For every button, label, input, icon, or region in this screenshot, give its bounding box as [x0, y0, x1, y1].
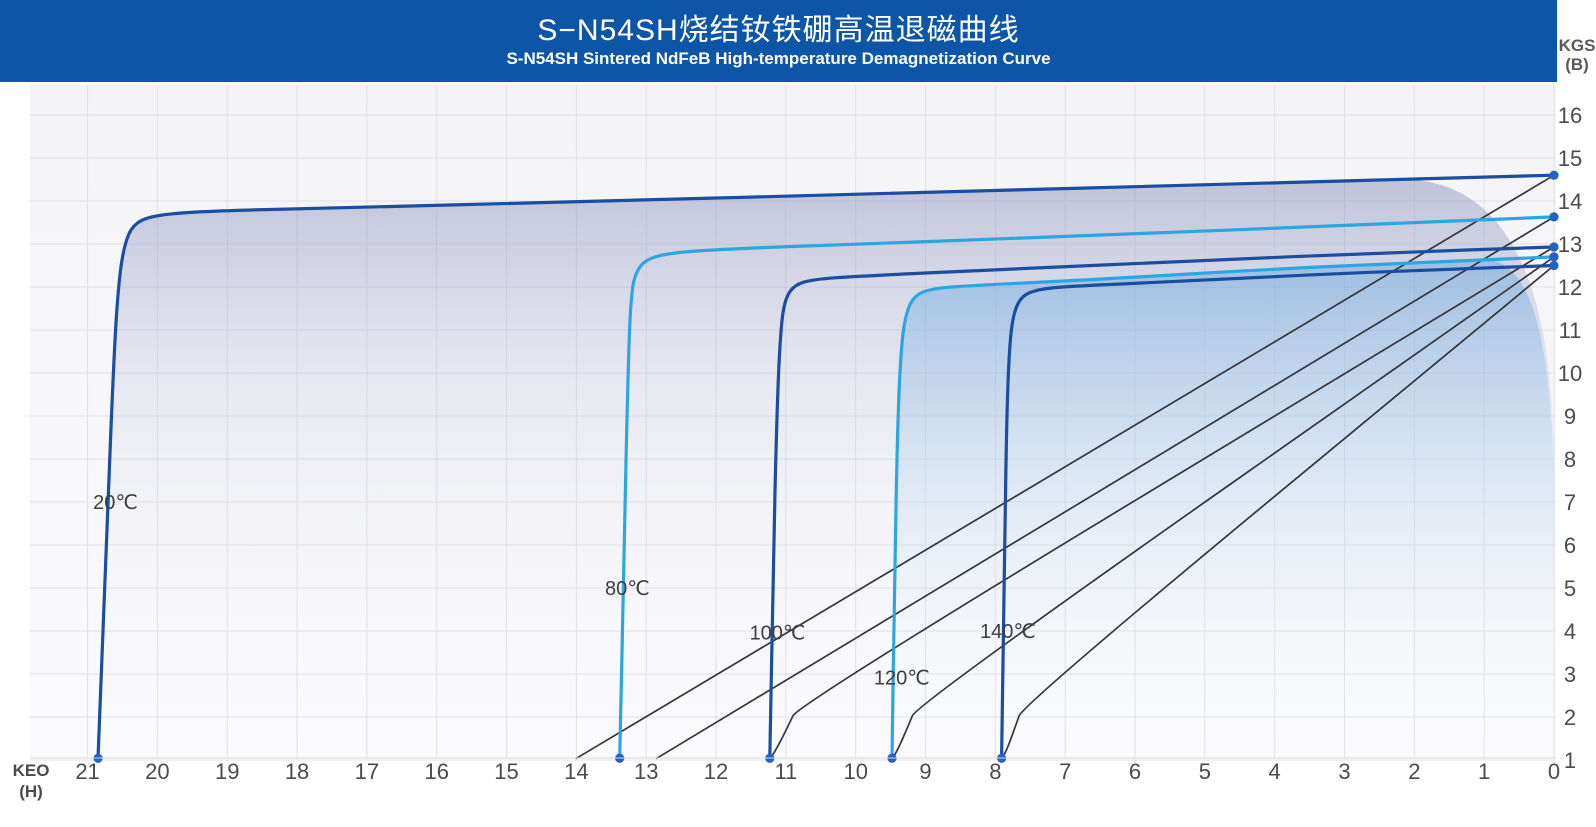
temp-label-120c: 120℃ — [874, 667, 930, 689]
x-tick-0: 0 — [1548, 759, 1560, 784]
intrinsic-curve-80c — [618, 215, 1556, 760]
x-tick-12: 12 — [704, 759, 728, 784]
x-tick-19: 19 — [215, 759, 239, 784]
intrinsic-curve-20c — [96, 173, 1556, 760]
x-tick-4: 4 — [1269, 759, 1281, 784]
y-tick-9: 9 — [1564, 404, 1576, 429]
y-tick-16: 16 — [1558, 103, 1582, 128]
y-tick-3: 3 — [1564, 662, 1576, 687]
y-axis-unit-line2: (B) — [1565, 55, 1589, 74]
y-tick-1: 1 — [1564, 748, 1576, 773]
temp-label-100c: 100℃ — [750, 622, 806, 644]
header-banner: S−N54SH烧结钕铁硼高温退磁曲线 S-N54SH Sintered NdFe… — [0, 0, 1557, 82]
normal-curve-80c — [655, 216, 1555, 760]
chart-title: S−N54SH烧结钕铁硼高温退磁曲线 — [537, 13, 1020, 47]
y-tick-15: 15 — [1558, 146, 1582, 171]
y-tick-14: 14 — [1558, 189, 1582, 214]
x-tick-6: 6 — [1129, 759, 1141, 784]
temp-label-140c: 140℃ — [980, 621, 1036, 643]
x-tick-8: 8 — [989, 759, 1001, 784]
normal-curve-140c — [1001, 264, 1555, 760]
y-tick-12: 12 — [1558, 275, 1582, 300]
x-tick-15: 15 — [494, 759, 518, 784]
x-tick-17: 17 — [355, 759, 379, 784]
x-tick-14: 14 — [564, 759, 588, 784]
x-tick-18: 18 — [285, 759, 309, 784]
y-tick-7: 7 — [1564, 490, 1576, 515]
x-tick-5: 5 — [1199, 759, 1211, 784]
y-tick-10: 10 — [1558, 361, 1582, 386]
x-tick-21: 21 — [75, 759, 99, 784]
temp-label-80c: 80℃ — [605, 578, 650, 600]
y-tick-6: 6 — [1564, 533, 1576, 558]
y-tick-2: 2 — [1564, 705, 1576, 730]
intrinsic-curve-100c — [768, 245, 1556, 760]
x-tick-9: 9 — [919, 759, 931, 784]
x-tick-1: 1 — [1478, 759, 1490, 784]
y-axis-unit-line1: KGS — [1558, 36, 1596, 55]
br-dot-20c — [1549, 170, 1559, 180]
y-tick-11: 11 — [1559, 318, 1582, 343]
br-dot-120c — [1549, 252, 1559, 262]
x-tick-13: 13 — [634, 759, 658, 784]
br-dot-80c — [1549, 212, 1559, 222]
x-tick-16: 16 — [424, 759, 448, 784]
x-tick-11: 11 — [774, 759, 797, 784]
x-axis-unit-label: KEO (H) — [0, 760, 62, 802]
br-dot-140c — [1549, 260, 1559, 271]
area-fill-120c — [892, 259, 1554, 759]
normal-curve-120c — [891, 256, 1555, 760]
x-tick-3: 3 — [1338, 759, 1350, 784]
x-tick-10: 10 — [843, 759, 867, 784]
chart-subtitle: S-N54SH Sintered NdFeB High-temperature … — [506, 48, 1051, 68]
br-dot-100c — [1549, 242, 1559, 252]
intrinsic-curve-120c — [890, 255, 1556, 760]
y-tick-5: 5 — [1564, 576, 1576, 601]
intrinsic-curve-140c — [1000, 263, 1556, 760]
y-tick-4: 4 — [1564, 619, 1576, 644]
normal-curve-100c — [769, 246, 1555, 760]
temp-label-20c: 20℃ — [93, 492, 138, 514]
x-axis-unit-line2: (H) — [19, 782, 43, 801]
x-tick-2: 2 — [1408, 759, 1420, 784]
x-tick-20: 20 — [145, 759, 169, 784]
y-tick-13: 13 — [1558, 232, 1582, 257]
x-axis-unit-line1: KEO — [12, 761, 50, 780]
y-axis-unit-label: KGS (B) — [1558, 36, 1596, 74]
y-tick-8: 8 — [1564, 447, 1576, 472]
x-tick-7: 7 — [1059, 759, 1071, 784]
